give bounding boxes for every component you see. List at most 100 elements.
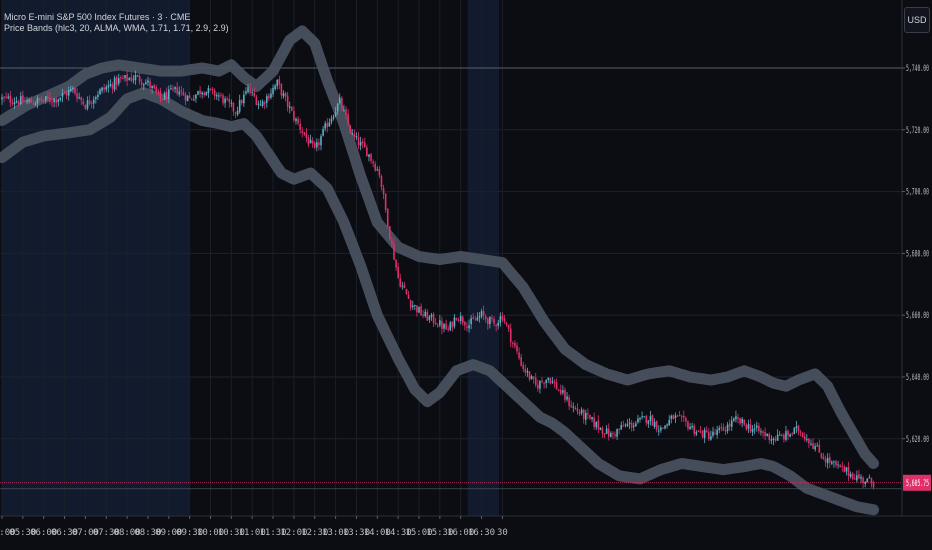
candle-body [774, 438, 777, 441]
candle-body [103, 87, 105, 90]
candle-body [245, 91, 247, 94]
candle-body [808, 438, 810, 444]
candle-body [97, 94, 99, 98]
candle-body [770, 439, 773, 441]
candle-body [301, 130, 304, 133]
candle-body [117, 78, 120, 84]
candle-body [705, 430, 708, 433]
candle-body [524, 368, 527, 373]
candle-body [585, 412, 587, 420]
candle-body [839, 465, 841, 467]
candle-body [851, 473, 854, 480]
candle-body [553, 382, 556, 384]
candle-body [682, 415, 685, 418]
candle-body [80, 97, 83, 101]
candle-body [276, 80, 279, 87]
candle-body [230, 102, 233, 104]
candle-body [313, 143, 316, 148]
candle-body [464, 321, 466, 326]
candle-body [201, 92, 203, 95]
candle-body [685, 418, 687, 422]
candle-body [574, 407, 577, 409]
candle-body [272, 87, 274, 95]
candle-body [130, 77, 133, 81]
candle-body [785, 431, 787, 440]
time-scale-bg[interactable] [0, 516, 932, 550]
candle-body [864, 481, 866, 484]
candle-body [783, 434, 785, 440]
candle-body [297, 118, 299, 124]
candle-body [430, 314, 433, 317]
candle-body [155, 87, 158, 93]
candle-body [47, 96, 49, 99]
candle-body [543, 383, 545, 385]
candle-body [420, 305, 422, 316]
candle-body [349, 125, 351, 133]
candle-body [26, 100, 28, 102]
candle-body [255, 96, 258, 105]
candle-body [595, 421, 598, 428]
candle-body [236, 110, 239, 115]
candle-body [797, 425, 800, 432]
candle-body [422, 314, 424, 316]
candle-body [63, 92, 66, 94]
candle-body [795, 426, 798, 429]
candle-body [307, 137, 310, 145]
candle-body [38, 97, 41, 100]
candle-body [305, 133, 308, 138]
candle-body [505, 322, 508, 325]
candle-body [674, 415, 677, 419]
y-tick-label: 5,680.00 [906, 249, 929, 259]
candle-body [209, 88, 212, 90]
x-tick-label: 10:00 [197, 528, 224, 538]
price-scale-bg[interactable] [902, 0, 932, 550]
candle-body [845, 467, 848, 472]
candle-body [359, 141, 362, 146]
y-tick-label: 5,700.00 [906, 188, 929, 198]
candle-body [320, 136, 322, 146]
candle-body [70, 88, 72, 92]
candle-body [737, 417, 739, 419]
candle-body [837, 464, 839, 466]
candle-body [532, 376, 535, 379]
candle-body [67, 90, 70, 96]
candle-body [193, 99, 195, 101]
candle-body [174, 86, 176, 90]
candle-body [374, 163, 377, 171]
candle-body [42, 100, 45, 102]
candle-body [476, 317, 479, 321]
candle-body [253, 92, 256, 97]
x-tick-label: 06:30 [51, 528, 78, 538]
candle-body [57, 99, 60, 103]
x-tick-label: 12:30 [301, 528, 328, 538]
candle-body [109, 84, 112, 86]
candle-body [142, 84, 145, 86]
candle-body [251, 91, 253, 93]
candle-body [380, 176, 383, 188]
currency-button[interactable]: USD [904, 7, 930, 33]
candle-body [589, 414, 591, 419]
candle-body [831, 461, 833, 464]
lower-band [0, 87, 879, 516]
candle-body [51, 101, 53, 103]
x-tick-label: 09:00 [155, 528, 182, 538]
candle-body [764, 431, 766, 436]
last-price-label: 5,605.75 [906, 479, 929, 489]
candle-body [74, 88, 76, 94]
candle-body [712, 431, 714, 436]
candle-body [368, 154, 370, 157]
candle-body [28, 99, 30, 102]
candle-body [53, 98, 55, 102]
candle-body [847, 467, 850, 476]
candle-body [616, 429, 618, 437]
candle-body [447, 328, 449, 330]
candle-body [263, 102, 266, 104]
candle-body [318, 142, 320, 146]
candle-body [697, 430, 700, 432]
candle-body [222, 95, 224, 104]
candle-body [687, 421, 689, 429]
candle-body [32, 103, 35, 105]
candle-body [626, 424, 629, 426]
candle-body [720, 427, 723, 429]
